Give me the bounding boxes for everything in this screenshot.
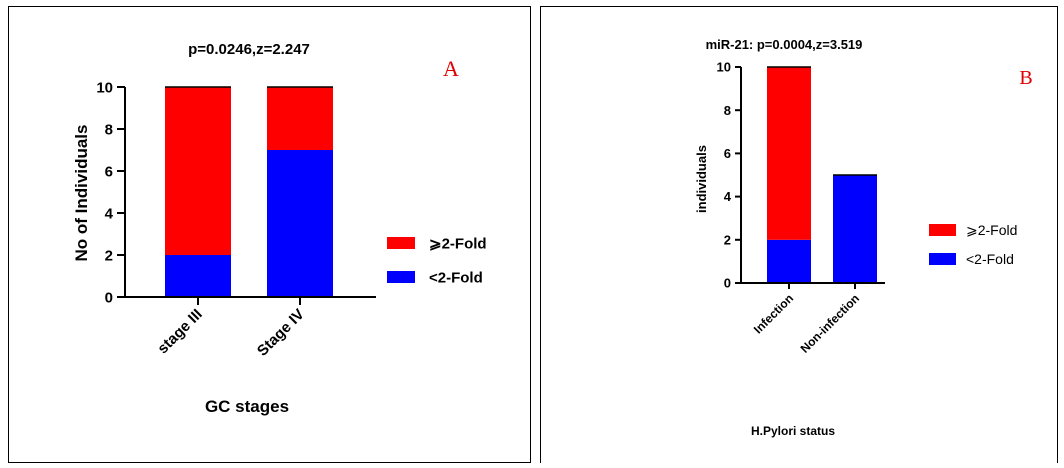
chart-b-y-tick-label-3: 6	[724, 146, 731, 161]
chart-a-panel-letter: A	[443, 56, 459, 81]
chart-b-title: miR-21: p=0.0004,z=3.519	[706, 37, 863, 52]
chart-b-y-tick-label-0: 0	[724, 276, 731, 291]
chart-a-x-tick-label-1: Stage IV	[254, 306, 308, 360]
chart-a-legend-label-1: <2-Fold	[429, 269, 483, 286]
chart-b-legend-label-1: <2-Fold	[966, 251, 1014, 267]
chart-b-svg: miR-21: p=0.0004,z=3.519 B individuals H…	[694, 37, 1033, 438]
chart-a-y-tick-label-2: 4	[105, 205, 114, 222]
chart-b-legend-swatch-0	[929, 224, 956, 236]
chart-a-bar-ge2fold-0	[165, 87, 231, 255]
chart-a-x-axis-label: GC stages	[205, 397, 289, 416]
chart-a-y-axis-label: No of Individuals	[72, 125, 91, 262]
chart-a-legend-swatch-0	[387, 237, 415, 249]
chart-b-x-tick-label-1: Non-infection	[798, 291, 863, 356]
chart-b-bar-lt2fold-0	[767, 239, 811, 283]
chart-b-x-tick-label-0: Infection	[751, 291, 796, 336]
chart-a-bar-lt2fold-1	[267, 150, 333, 297]
chart-a-y-tick-label-3: 6	[105, 163, 113, 180]
chart-a-bar-lt2fold-0	[165, 255, 231, 297]
chart-b-y-tick-label-2: 4	[724, 189, 732, 204]
chart-b-plot-area: Infection Non-infection 0 2 4 6 8 10 ⩾2-Fold <2-F…	[717, 60, 1018, 356]
chart-a-legend-swatch-1	[387, 271, 415, 283]
chart-a-y-tick-label-5: 10	[96, 79, 113, 96]
chart-a-svg: p=0.0246,z=2.247 A No of Individuals GC …	[72, 41, 487, 416]
chart-panel-b: miR-21: p=0.0004,z=3.519 B individuals H…	[540, 6, 1058, 463]
chart-b-legend-swatch-1	[929, 253, 956, 265]
chart-b-legend-label-0: ⩾2-Fold	[966, 222, 1017, 238]
chart-b-bar-lt2fold-1	[833, 175, 877, 283]
chart-b-y-tick-label-5: 10	[717, 60, 731, 75]
chart-a-bar-ge2fold-1	[267, 87, 333, 150]
chart-b-y-tick-label-1: 2	[724, 232, 731, 247]
chart-b-bar-ge2fold-0	[767, 67, 811, 240]
chart-panel-a: p=0.0246,z=2.247 A No of Individuals GC …	[8, 6, 531, 463]
chart-a-legend-label-0: ⩾2-Fold	[429, 235, 487, 252]
chart-b-y-axis-label: individuals	[694, 145, 709, 213]
chart-b-x-axis-label: H.Pylori status	[751, 424, 835, 438]
chart-a-y-tick-label-0: 0	[105, 289, 113, 306]
chart-a-y-tick-label-4: 8	[105, 121, 113, 138]
chart-a-y-tick-label-1: 2	[105, 247, 113, 264]
chart-a-plot-area: stage III Stage IV 0 2 4 6 8 10 ⩾2-Fold <2-Fold	[96, 79, 486, 359]
chart-a-title: p=0.0246,z=2.247	[188, 41, 310, 58]
chart-a-x-tick-label-0: stage III	[154, 306, 206, 358]
chart-b-y-tick-label-4: 8	[724, 103, 731, 118]
chart-b-panel-letter: B	[1019, 67, 1032, 89]
